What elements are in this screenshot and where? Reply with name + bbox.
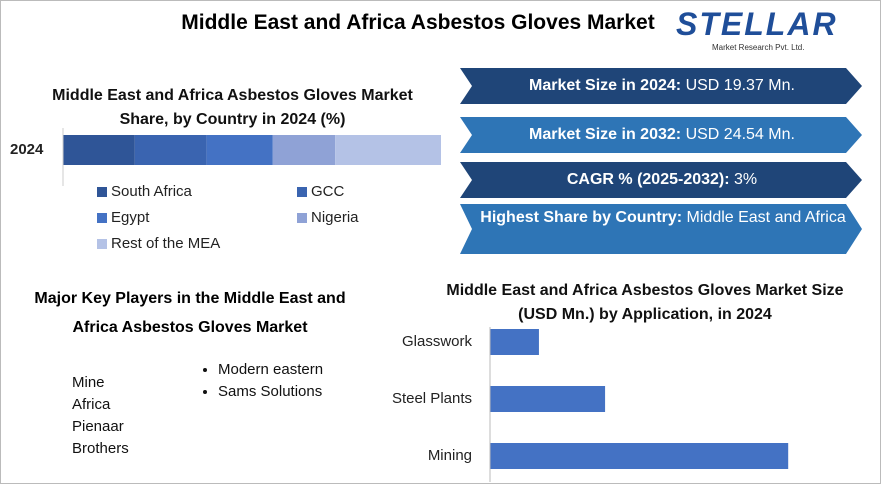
stat-label: CAGR % (2025-2032): [566,171,730,188]
legend-marker [97,187,107,197]
stat-label: Highest Share by Country: [480,209,683,226]
key-players-title: Major Key Players in the Middle East and… [34,290,346,336]
player: Sams Solutions [218,381,328,403]
legend-marker [297,213,307,223]
stat-label: Market Size in 2032: [529,126,682,143]
stat-value: 3% [734,171,758,188]
stat-label: Market Size in 2024: [529,77,682,94]
logo-tagline: Market Research Pvt. Ltd. [712,43,805,52]
y-tick-label: 2024 [10,141,44,158]
stat-banner [460,68,862,104]
legend-label: Nigeria [311,209,359,226]
player-list: Modern eastern Sams Solutions [190,359,328,403]
logo-name: STELLAR [676,6,838,42]
legend-label: South Africa [111,183,193,200]
logo: STELLAR Market Research Pvt. Ltd. [676,6,856,52]
chart-title: Middle East and Africa Asbestos Gloves M… [52,87,413,128]
y-tick-label: Mining [428,447,472,464]
legend-marker [297,187,307,197]
legend-marker [97,239,107,249]
legend-marker [97,213,107,223]
stat-value: USD 24.54 Mn. [685,126,795,143]
legend-label: Egypt [111,209,150,226]
bar-segment [206,135,273,165]
bar [490,386,606,412]
bar-segment [335,135,441,165]
player: Modern eastern [218,359,328,381]
stat: Market Size in 2024: USD 19.37 Mn. [462,75,862,97]
legend-label: Rest of the MEA [111,235,220,252]
stat: Market Size in 2032: USD 24.54 Mn. [462,124,862,146]
y-tick-label: Steel Plants [392,390,472,407]
stat-banner [460,117,862,153]
stat: Highest Share by Country: Middle East an… [478,207,848,229]
stat: CAGR % (2025-2032): 3% [462,169,862,191]
bar [490,443,789,469]
stat-banner [460,162,862,198]
bar-segment [272,135,336,165]
y-tick-label: Glasswork [402,333,473,350]
bar-segment [63,135,135,165]
legend-label: GCC [311,183,345,200]
stat-value: Middle East and Africa [686,209,846,226]
stat-banner [460,204,862,254]
stat-value: USD 19.37 Mn. [685,77,795,94]
player: Mine Africa Pienaar Brothers [72,374,129,457]
bar-segment [134,135,207,165]
bar [490,329,539,355]
chart-title: Middle East and Africa Asbestos Gloves M… [446,282,844,323]
page-title: Middle East and Africa Asbestos Gloves M… [181,11,655,34]
